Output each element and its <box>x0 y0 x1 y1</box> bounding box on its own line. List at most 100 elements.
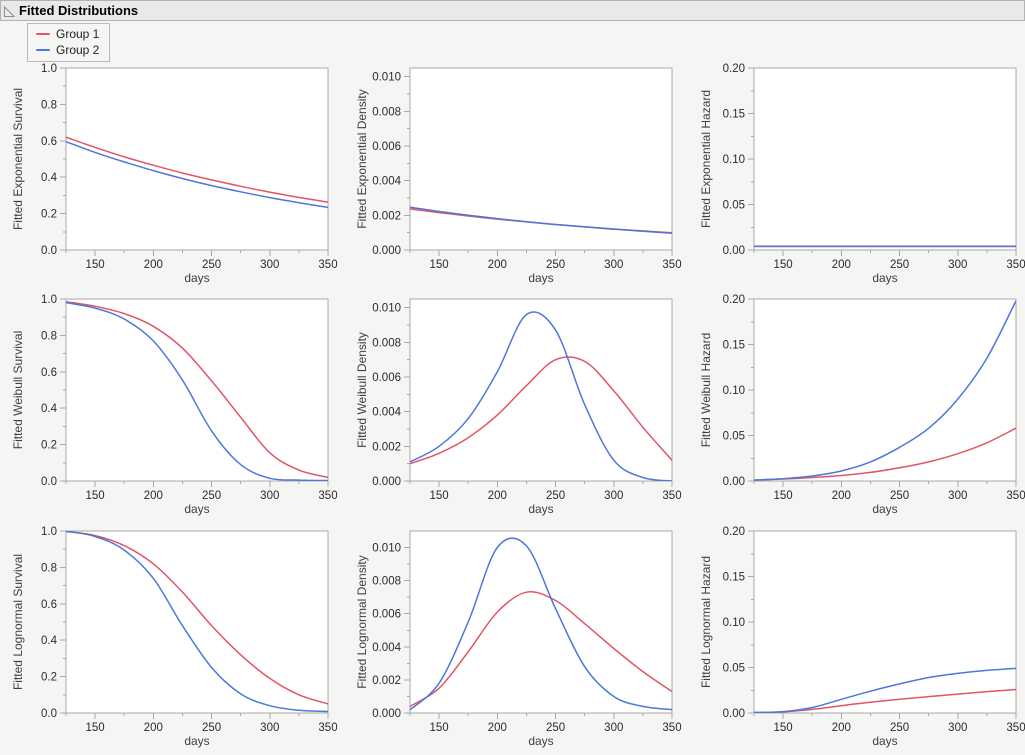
svg-text:350: 350 <box>1006 259 1025 271</box>
fitted-lognormal-density-group2-line[interactable] <box>410 537 672 711</box>
svg-text:350: 350 <box>662 490 681 502</box>
fitted-lognormal-survival-group1-line[interactable] <box>66 531 328 705</box>
y-axis[interactable]: 0.000 0.002 0.004 0.006 0.008 0.010 <box>372 72 410 257</box>
x-axis[interactable]: 150 200 250 300 350 <box>65 250 338 271</box>
fitted-lognormal-density-group1-line[interactable] <box>410 591 672 708</box>
fitted-weibull-hazard-group1-line[interactable] <box>754 427 1016 481</box>
svg-text:0.008: 0.008 <box>372 106 401 118</box>
fitted-lognormal-hazard-group2-line[interactable] <box>754 667 1016 713</box>
svg-text:0.00: 0.00 <box>723 708 745 720</box>
svg-text:350: 350 <box>662 259 681 271</box>
svg-text:150: 150 <box>430 490 449 502</box>
y-axis[interactable]: 0.00 0.05 0.10 0.15 0.20 <box>723 294 754 488</box>
svg-text:300: 300 <box>604 722 623 734</box>
svg-text:0.008: 0.008 <box>372 576 401 588</box>
plot-fitted-weibull-density: 0.000 0.002 0.004 0.006 0.008 0.010 Fitted Wei… <box>355 298 682 516</box>
svg-text:150: 150 <box>774 259 793 271</box>
svg-text:0.05: 0.05 <box>723 663 745 675</box>
svg-text:0.004: 0.004 <box>372 407 401 419</box>
y-axis-title: Fitted Exponential Density <box>355 89 369 228</box>
x-axis[interactable]: 150 200 250 300 350 <box>409 713 682 734</box>
svg-text:250: 250 <box>890 259 909 271</box>
x-axis[interactable]: 150 200 250 300 350 <box>753 481 1025 502</box>
y-axis[interactable]: 0.000 0.002 0.004 0.006 0.008 0.010 <box>372 303 410 488</box>
fitted-exponential-density-group2-line[interactable] <box>410 206 672 234</box>
svg-text:0.10: 0.10 <box>723 385 745 397</box>
fitted-exponential-survival-group2-line[interactable] <box>66 140 328 209</box>
x-axis[interactable]: 150 200 250 300 350 <box>409 481 682 502</box>
svg-text:0.05: 0.05 <box>723 431 745 443</box>
svg-text:0.15: 0.15 <box>723 109 745 121</box>
fitted-weibull-survival-group2-line[interactable] <box>66 301 328 481</box>
x-axis-title: days <box>528 502 553 516</box>
svg-text:150: 150 <box>430 259 449 271</box>
fitted-weibull-density-group1-line[interactable] <box>410 356 672 465</box>
svg-text:200: 200 <box>144 722 163 734</box>
svg-text:150: 150 <box>86 259 105 271</box>
svg-text:0.8: 0.8 <box>41 562 57 574</box>
y-axis[interactable]: 0.00 0.05 0.10 0.15 0.20 <box>723 526 754 720</box>
svg-text:250: 250 <box>546 490 565 502</box>
x-axis[interactable]: 150 200 250 300 350 <box>65 481 338 502</box>
svg-text:0.2: 0.2 <box>41 209 57 221</box>
x-axis[interactable]: 150 200 250 300 350 <box>753 713 1025 734</box>
svg-text:300: 300 <box>260 259 279 271</box>
y-axis[interactable]: 0.0 0.2 0.4 0.6 0.8 1.0 <box>41 63 66 257</box>
x-axis-title: days <box>528 271 553 285</box>
svg-text:250: 250 <box>202 722 221 734</box>
fitted-weibull-density-group2-line[interactable] <box>410 311 672 481</box>
y-axis-title: Fitted Weibull Survival <box>11 331 25 450</box>
svg-text:200: 200 <box>144 490 163 502</box>
svg-text:0.004: 0.004 <box>372 176 401 188</box>
x-axis[interactable]: 150 200 250 300 350 <box>753 250 1025 271</box>
svg-text:0.4: 0.4 <box>41 172 58 184</box>
svg-text:0.006: 0.006 <box>372 609 401 621</box>
svg-text:0.0: 0.0 <box>41 245 57 257</box>
y-axis-title: Fitted Weibull Density <box>355 332 369 448</box>
fitted-weibull-hazard-group2-line[interactable] <box>754 300 1016 481</box>
y-axis[interactable]: 0.00 0.05 0.10 0.15 0.20 <box>723 63 754 257</box>
fitted-weibull-survival-group1-line[interactable] <box>66 300 328 479</box>
svg-text:300: 300 <box>260 722 279 734</box>
y-axis[interactable]: 0.0 0.2 0.4 0.6 0.8 1.0 <box>41 526 66 720</box>
legend-label-group2: Group 2 <box>56 43 100 57</box>
svg-text:350: 350 <box>1006 490 1025 502</box>
svg-text:0.002: 0.002 <box>372 441 401 453</box>
fitted-lognormal-hazard-group1-line[interactable] <box>754 688 1016 713</box>
svg-text:0.6: 0.6 <box>41 367 57 379</box>
svg-text:0.10: 0.10 <box>723 617 745 629</box>
svg-text:300: 300 <box>604 490 623 502</box>
svg-text:150: 150 <box>86 490 105 502</box>
fitted-lognormal-survival-group2-line[interactable] <box>66 531 328 713</box>
x-axis[interactable]: 150 200 250 300 350 <box>65 713 338 734</box>
svg-text:0.010: 0.010 <box>372 72 401 84</box>
svg-text:0.000: 0.000 <box>372 245 401 257</box>
svg-text:200: 200 <box>144 259 163 271</box>
y-axis[interactable]: 0.000 0.002 0.004 0.006 0.008 0.010 <box>372 543 410 720</box>
fitted-exponential-survival-group1-line[interactable] <box>66 136 328 203</box>
svg-text:0.20: 0.20 <box>723 526 745 538</box>
svg-text:200: 200 <box>832 259 851 271</box>
svg-text:0.006: 0.006 <box>372 141 401 153</box>
svg-text:0.002: 0.002 <box>372 675 401 687</box>
svg-text:0.20: 0.20 <box>723 63 745 75</box>
svg-text:0.010: 0.010 <box>372 303 401 315</box>
disclosure-triangle-icon[interactable] <box>3 4 16 18</box>
y-axis[interactable]: 0.0 0.2 0.4 0.6 0.8 1.0 <box>41 294 66 488</box>
plot-fitted-lognormal-hazard: 0.00 0.05 0.10 0.15 0.20 Fitted Lognormal Haz… <box>699 526 1025 748</box>
legend-item-group1[interactable]: Group 1 <box>36 26 99 42</box>
x-axis[interactable]: 150 200 250 300 350 <box>409 250 682 271</box>
svg-text:250: 250 <box>546 259 565 271</box>
y-axis-title: Fitted Lognormal Survival <box>11 554 25 690</box>
svg-text:300: 300 <box>948 722 967 734</box>
y-axis-title: Fitted Lognormal Hazard <box>699 556 713 688</box>
svg-text:0.6: 0.6 <box>41 136 57 148</box>
svg-text:250: 250 <box>890 490 909 502</box>
legend-item-group2[interactable]: Group 2 <box>36 42 99 58</box>
svg-text:350: 350 <box>318 259 337 271</box>
svg-text:0.4: 0.4 <box>41 403 58 415</box>
svg-text:300: 300 <box>948 490 967 502</box>
svg-text:200: 200 <box>488 490 507 502</box>
svg-text:150: 150 <box>774 490 793 502</box>
